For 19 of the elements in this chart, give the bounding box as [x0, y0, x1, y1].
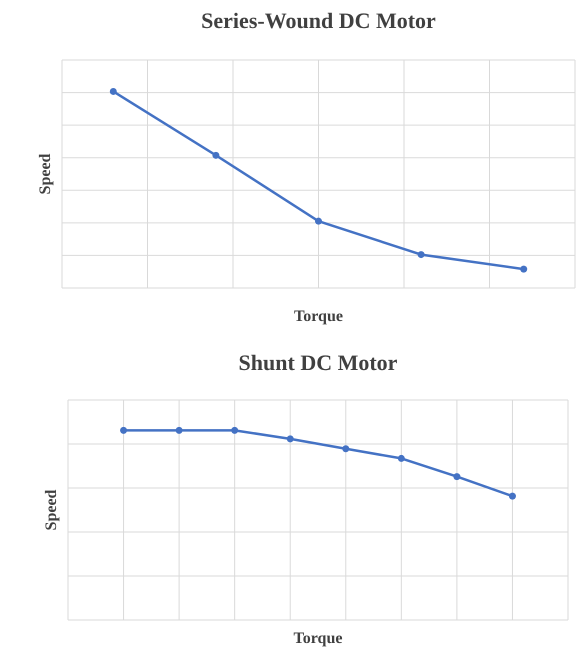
point	[453, 473, 460, 480]
point	[520, 266, 528, 273]
point	[315, 218, 322, 225]
point	[231, 426, 238, 434]
point	[342, 445, 350, 452]
point	[508, 492, 516, 500]
point	[286, 435, 294, 442]
y-axis-title: Speed	[37, 153, 54, 194]
y-axis-title: Speed	[43, 489, 60, 530]
point	[110, 88, 117, 95]
point	[398, 454, 405, 462]
point	[176, 426, 183, 434]
chart-title: Shunt DC Motor	[238, 350, 398, 375]
point	[418, 251, 425, 258]
x-axis-title: Torque	[294, 630, 342, 647]
point	[212, 152, 220, 159]
chart-title: Series-Wound DC Motor	[201, 8, 436, 33]
x-axis-title: Torque	[294, 308, 343, 325]
point	[120, 426, 128, 434]
